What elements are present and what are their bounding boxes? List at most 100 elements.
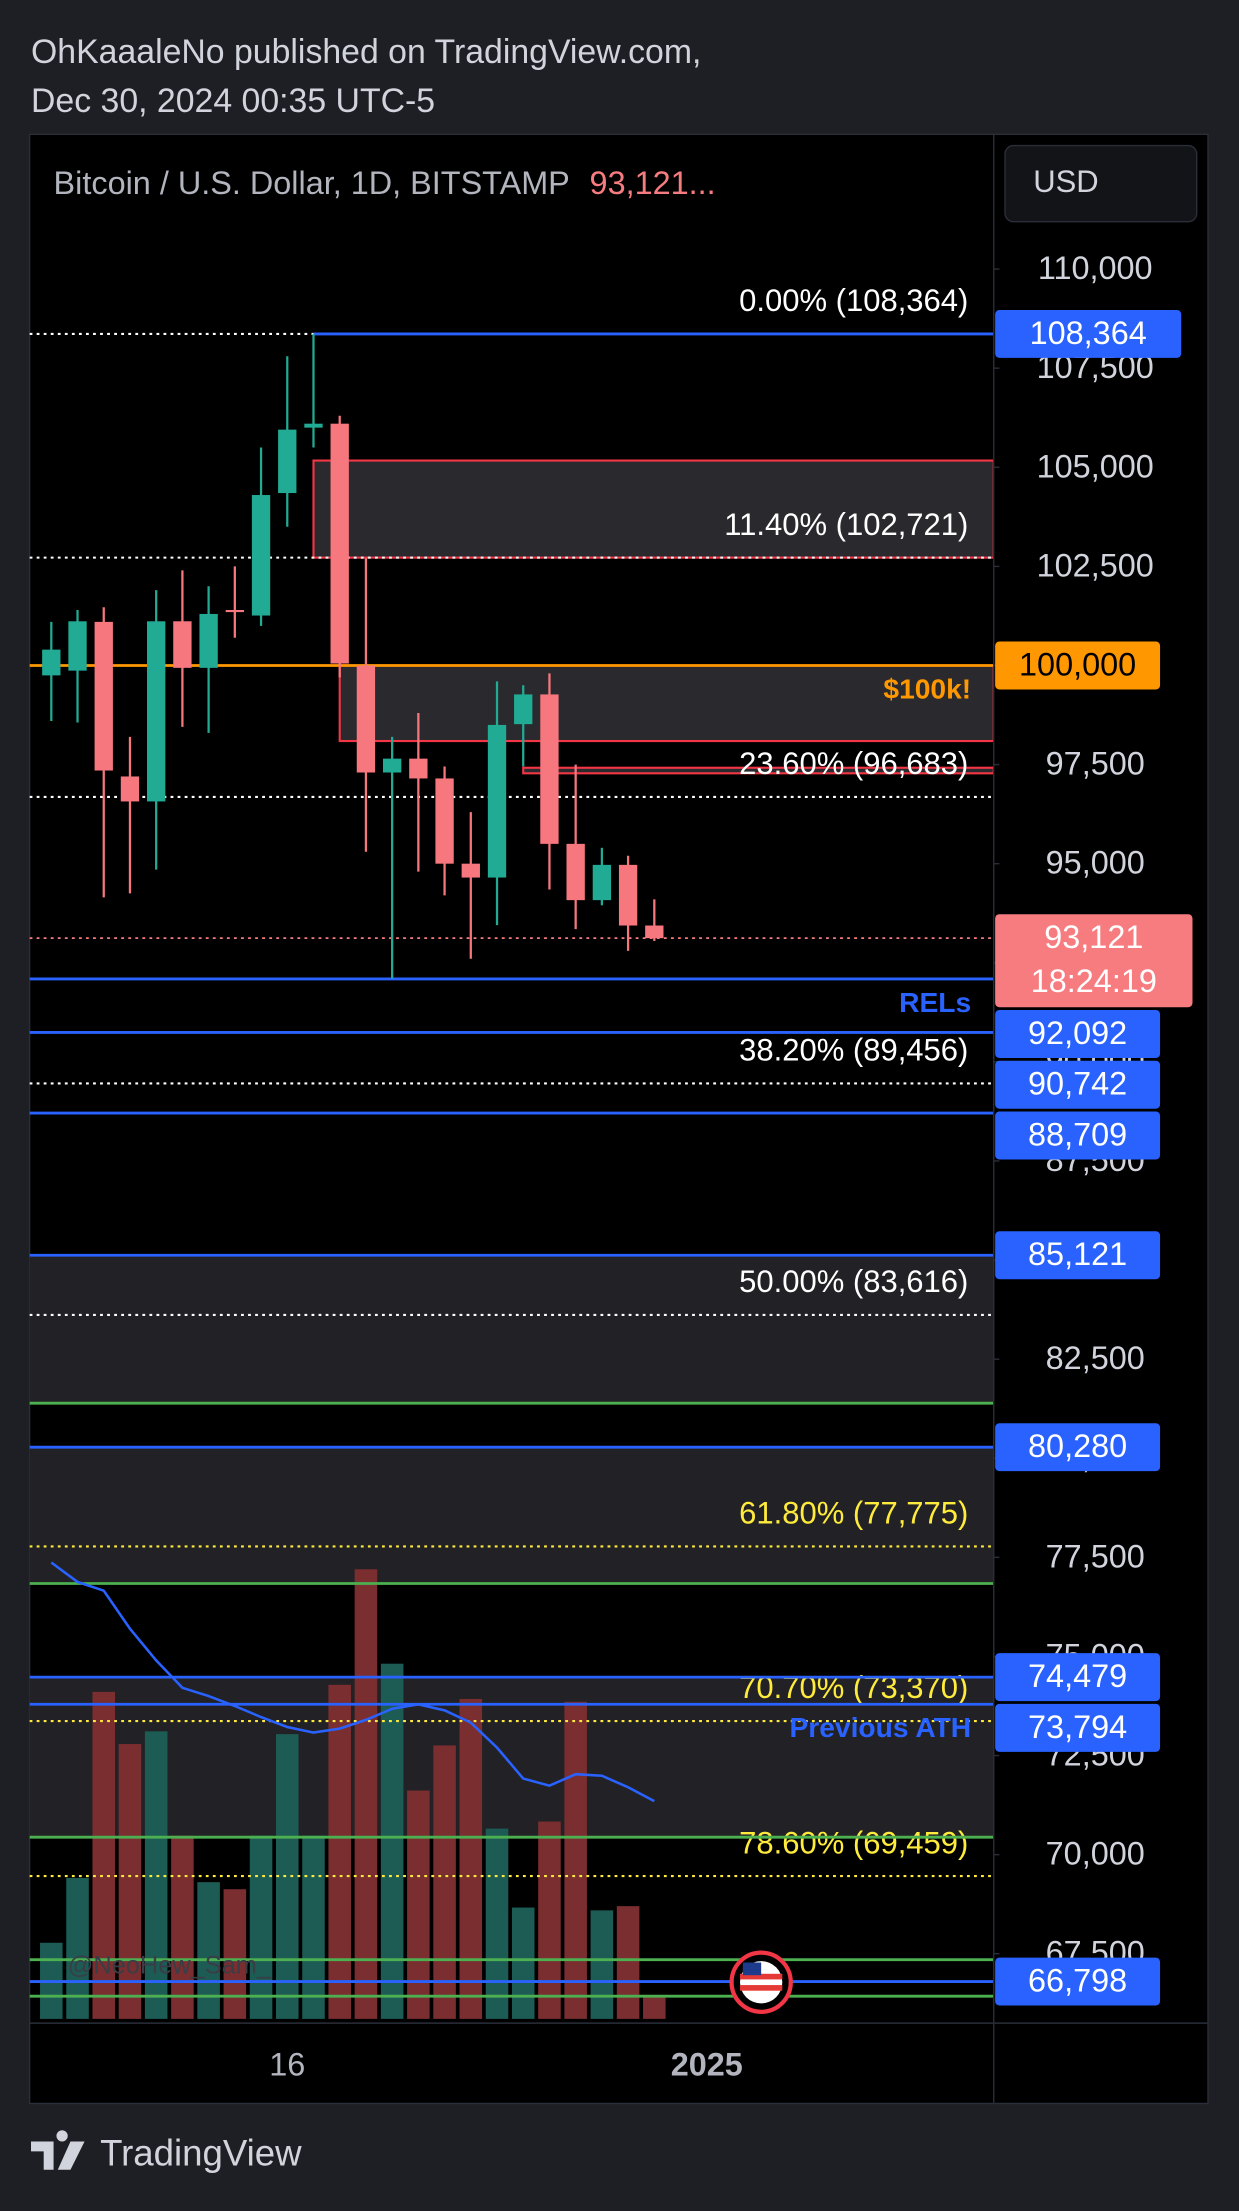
candle-body — [487, 724, 507, 878]
zone — [312, 459, 994, 559]
volume-bar — [564, 1701, 587, 2019]
volume-bar — [433, 1745, 456, 2019]
volume-bar — [328, 1684, 351, 2019]
candle-body — [278, 429, 297, 494]
moving-average — [50, 1561, 655, 1803]
event-flag[interactable] — [729, 1950, 793, 2014]
price-label-box — [995, 1653, 1161, 1702]
volume-bar — [118, 1744, 142, 2019]
x-tick-label: 16 — [269, 2046, 305, 2082]
y-tick-label: 82,500 — [1046, 1340, 1145, 1376]
brand: TradingView — [100, 2132, 302, 2173]
volume-bar — [66, 1877, 89, 2019]
zone — [29, 1447, 994, 1584]
candle-body — [251, 495, 271, 616]
volume-bar — [197, 1882, 220, 2019]
price-label: 90,742 — [1028, 1066, 1127, 1102]
y-tick-label: 77,500 — [1046, 1538, 1145, 1574]
price-label: 85,121 — [1028, 1236, 1127, 1272]
fib-label: 61.80% (77,775) — [739, 1496, 968, 1531]
price-label-box — [995, 1957, 1161, 2006]
candle-body — [461, 863, 480, 878]
price-label-box — [995, 1231, 1161, 1280]
volume-bar — [643, 1994, 666, 2019]
candle-body — [435, 778, 454, 864]
currency-button[interactable] — [1004, 144, 1198, 223]
price-label-box — [995, 1423, 1161, 1472]
candle-body — [330, 423, 349, 664]
volume-bar — [380, 1663, 404, 2019]
price-label: 100,000 — [1019, 646, 1136, 682]
fib-label: 11.40% (102,721) — [724, 507, 968, 542]
price-label-box — [995, 1060, 1161, 1109]
price-label-box — [995, 309, 1182, 358]
candle-body — [68, 621, 87, 671]
volume-bar — [302, 1835, 325, 2019]
candle-body — [356, 665, 376, 773]
volume-bar — [407, 1790, 430, 2019]
price-label-box — [995, 641, 1161, 690]
volume-bar — [459, 1698, 483, 2019]
logo-mark — [31, 2130, 85, 2170]
candle-body — [120, 776, 140, 802]
y-tick-label: 70,000 — [1046, 1836, 1145, 1872]
volume-bar — [92, 1691, 116, 2019]
legend: Bitcoin / U.S. Dollar, 1D, BITSTAMP 93,12… — [54, 165, 716, 201]
volume-bar — [249, 1835, 273, 2019]
candle-body — [514, 694, 533, 725]
price-label-timer: 18:24:19 — [1031, 963, 1157, 999]
price-label-box — [995, 1703, 1161, 1752]
candle-body — [94, 621, 113, 771]
zone — [29, 1255, 994, 1404]
candle-body — [618, 864, 638, 926]
candle-body — [304, 423, 323, 428]
volume-bar — [590, 1910, 614, 2019]
price-axis: 162025110,000107,500105,000102,500100,00… — [269, 250, 1193, 2082]
price-label: 73,794 — [1028, 1709, 1127, 1745]
annotation: Previous ATH — [789, 1711, 971, 1743]
candle-body — [42, 649, 61, 676]
volume-bar — [485, 1828, 509, 2019]
date-line: Dec 30, 2024 00:35 UTC-5 — [31, 82, 435, 120]
candle-body — [540, 694, 559, 844]
price-label: 93,121 — [1044, 919, 1143, 955]
watermark: @NeoHew_Sam_ — [68, 1951, 272, 1979]
zone — [522, 766, 994, 775]
zone — [338, 664, 994, 743]
volume-bar — [511, 1907, 535, 2019]
price-label-box — [995, 1111, 1161, 1160]
flag-stripe[interactable] — [740, 1985, 783, 1991]
fib-label: 38.20% (89,456) — [739, 1033, 968, 1068]
flag-canton[interactable] — [742, 1962, 762, 1976]
annotation: RELs — [899, 986, 971, 1018]
volume-bar — [538, 1821, 561, 2019]
price-label: 66,798 — [1028, 1963, 1127, 1999]
fib-label: 50.00% (83,616) — [739, 1264, 968, 1299]
fib-label: 0.00% (108,364) — [739, 283, 968, 318]
volume-bar — [354, 1569, 378, 2019]
volume-bar — [171, 1835, 194, 2019]
candle-body — [566, 843, 585, 901]
fib-label: 23.60% (96,683) — [739, 746, 968, 781]
candle-body — [409, 758, 428, 779]
author-line: OhKaaaleNo published on TradingView.com, — [31, 33, 701, 71]
volume-bar — [223, 1889, 247, 2019]
last-price: 93,121... — [590, 165, 716, 201]
price-label: 74,479 — [1028, 1658, 1127, 1694]
volume-bar — [616, 1906, 640, 2019]
candle-body — [645, 925, 664, 939]
fib-label: 70.70% (73,370) — [739, 1670, 968, 1705]
price-label: 88,709 — [1028, 1116, 1127, 1152]
candle-body — [225, 609, 244, 613]
flag-stripe[interactable] — [740, 1973, 783, 1980]
y-tick-label: 95,000 — [1046, 845, 1145, 881]
x-tick-label: 2025 — [671, 2046, 743, 2082]
price-label: 108,364 — [1030, 315, 1147, 351]
candle-body — [199, 613, 218, 668]
volume-bar — [144, 1731, 168, 2019]
candle-body — [592, 864, 612, 901]
price-label-box — [995, 1010, 1161, 1058]
currency[interactable]: USD — [1033, 164, 1098, 199]
y-tick-label: 97,500 — [1046, 746, 1145, 782]
